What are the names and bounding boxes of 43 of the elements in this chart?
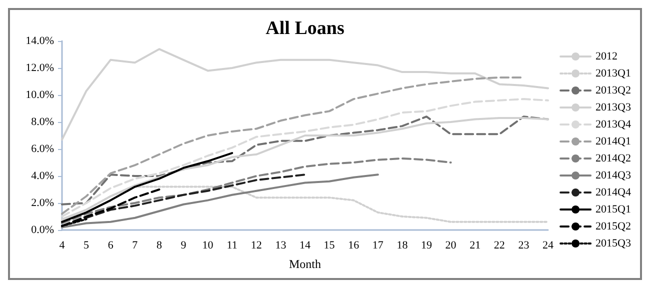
x-tick-label: 5 (84, 240, 90, 252)
x-tick-label: 9 (180, 240, 187, 252)
legend-label: 2014Q4 (596, 186, 632, 198)
x-tick-label: 21 (470, 240, 481, 252)
x-tick-label: 19 (421, 240, 432, 252)
x-tick-label: 20 (445, 240, 457, 252)
x-tick-label: 4 (59, 240, 66, 252)
y-tick-label: 4.0% (31, 170, 54, 182)
x-tick-label: 7 (132, 240, 138, 252)
x-tick-label: 15 (324, 240, 336, 252)
x-tick-label: 23 (518, 240, 530, 252)
x-tick-label: 6 (108, 240, 114, 252)
chart-title: All Loans (266, 18, 344, 39)
y-tick-label: 12.0% (26, 62, 54, 74)
y-tick-label: 8.0% (31, 116, 54, 128)
legend-label: 2013Q1 (596, 68, 632, 80)
legend-label: 2015Q3 (596, 238, 632, 250)
y-tick-label: 14.0% (26, 35, 54, 47)
legend-label: 2014Q3 (596, 170, 632, 182)
x-tick-label: 24 (542, 240, 554, 252)
y-tick-label: 6.0% (31, 143, 54, 155)
x-tick-label: 12 (250, 240, 262, 252)
y-tick-label: 10.0% (26, 89, 54, 101)
legend-label: 2015Q2 (596, 220, 632, 232)
x-tick-label: 14 (300, 240, 311, 252)
legend-label: 2014Q1 (596, 136, 632, 148)
x-tick-label: 22 (494, 240, 505, 252)
x-tick-label: 13 (275, 240, 287, 252)
legend-label: 2013Q3 (596, 102, 632, 114)
x-tick-label: 8 (156, 240, 162, 252)
legend-label: 2013Q2 (596, 84, 632, 96)
x-tick-label: 17 (372, 240, 384, 252)
y-tick-label: 2.0% (31, 197, 54, 209)
y-tick-label: 0.0% (31, 224, 54, 236)
x-tick-label: 16 (348, 240, 360, 252)
legend-label: 2014Q2 (596, 152, 632, 164)
legend-label: 2012 (596, 50, 618, 62)
legend-label: 2015Q1 (596, 204, 632, 216)
x-tick-label: 11 (226, 240, 238, 252)
x-axis-title: Month (288, 257, 322, 271)
legend-label: 2013Q4 (596, 118, 632, 130)
x-tick-label: 18 (396, 240, 408, 252)
x-tick-label: 10 (202, 240, 214, 252)
